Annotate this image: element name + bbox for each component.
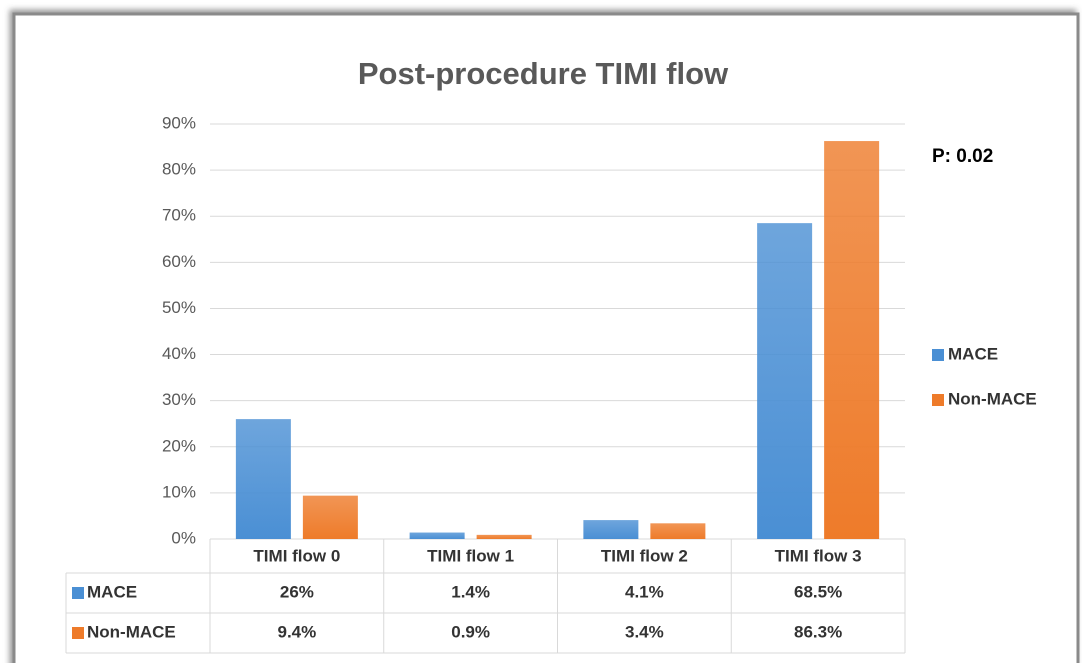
legend-key: [932, 349, 944, 361]
table-cell: 26%: [280, 582, 314, 601]
bar: [302, 495, 358, 539]
bar: [583, 520, 639, 539]
x-tick-label: TIMI flow 1: [427, 546, 514, 565]
y-tick-label: 70%: [162, 206, 196, 225]
y-tick-label: 30%: [162, 390, 196, 409]
bar: [476, 534, 532, 539]
table-legend-key: [72, 587, 84, 599]
table-cell: 68.5%: [794, 582, 842, 601]
frame: [12, 12, 1080, 663]
table-row-label: MACE: [87, 582, 137, 601]
table-row-label: Non-MACE: [87, 622, 176, 641]
y-tick-label: 90%: [162, 113, 196, 132]
x-tick-label: TIMI flow 0: [253, 546, 340, 565]
bar: [650, 523, 706, 539]
y-tick-label: 10%: [162, 482, 196, 501]
bar: [824, 141, 880, 540]
y-tick-label: 20%: [162, 436, 196, 455]
y-tick-label: 40%: [162, 344, 196, 363]
x-tick-label: TIMI flow 3: [775, 546, 862, 565]
x-tick-label: TIMI flow 2: [601, 546, 688, 565]
annotation: P: 0.02: [932, 146, 993, 167]
table-cell: 1.4%: [451, 582, 490, 601]
table-cell: 9.4%: [278, 622, 317, 641]
table-cell: 3.4%: [625, 622, 664, 641]
bar: [235, 419, 291, 539]
bar: [757, 223, 813, 539]
legend-key: [932, 394, 944, 406]
y-tick-label: 50%: [162, 298, 196, 317]
y-tick-label: 0%: [171, 528, 196, 547]
y-tick-label: 80%: [162, 160, 196, 179]
legend-label: Non-MACE: [948, 389, 1037, 408]
chart-title: Post-procedure TIMI flow: [358, 56, 729, 91]
y-tick-label: 60%: [162, 252, 196, 271]
bar: [409, 532, 465, 539]
table-cell: 86.3%: [794, 622, 842, 641]
legend-label: MACE: [948, 344, 998, 363]
table-cell: 0.9%: [451, 622, 490, 641]
table-cell: 4.1%: [625, 582, 664, 601]
table-legend-key: [72, 627, 84, 639]
